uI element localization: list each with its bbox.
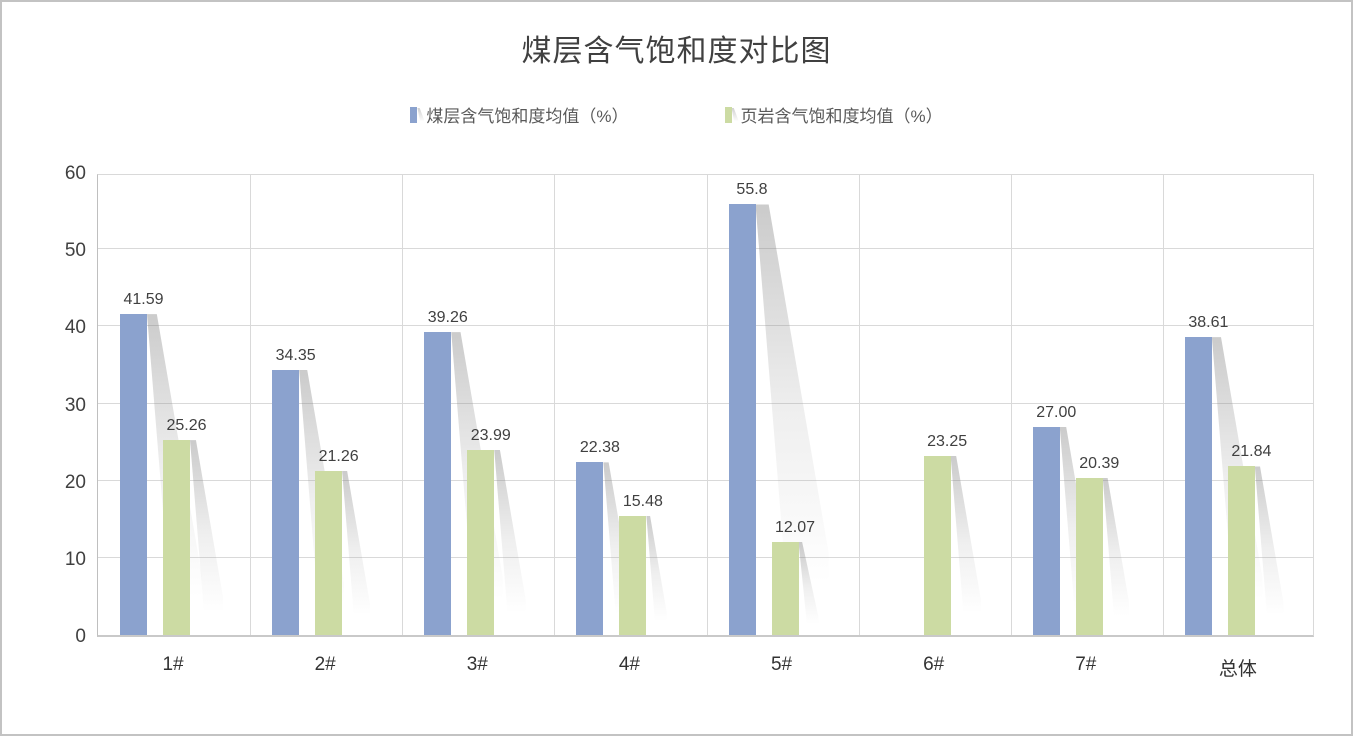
legend: 煤层含气饱和度均值（%） 页岩含气饱和度均值（%） <box>2 102 1351 127</box>
bar-value-label: 38.61 <box>1188 314 1229 332</box>
x-category-label: 2# <box>314 654 336 675</box>
bar-coal-3# <box>424 332 452 635</box>
y-tick-label: 30 <box>64 394 86 416</box>
gridline-vertical <box>707 175 708 635</box>
bar-value-label: 15.48 <box>622 492 663 510</box>
bar-shadow <box>1102 477 1130 617</box>
bar-value-label: 25.26 <box>166 417 207 435</box>
bar-coal-1# <box>120 314 147 635</box>
bar-value-label: 55.8 <box>736 181 768 199</box>
bar-value-label: 21.84 <box>1231 443 1272 461</box>
bar-value-label: 34.35 <box>275 346 316 364</box>
y-tick-label: 10 <box>64 548 86 570</box>
bar-coal-4# <box>576 462 604 635</box>
bar-coal-2# <box>272 369 300 635</box>
bar-shadow <box>342 470 370 616</box>
bar-value-label: 39.26 <box>427 309 468 327</box>
legend-marker-coal-icon <box>410 106 418 123</box>
gridline-vertical <box>554 175 555 635</box>
bar-coal-5# <box>728 204 756 635</box>
gridline-vertical <box>1163 175 1164 635</box>
legend-item-shale[interactable]: 页岩含气饱和度均值（%） <box>724 102 943 127</box>
legend-marker-shale-icon <box>724 106 732 123</box>
bar-shadow <box>646 515 667 621</box>
legend-item-coal[interactable]: 煤层含气饱和度均值（%） <box>410 102 629 127</box>
plot-area: 41.59 34.35 39.26 22.38 55.8 27.00 38.61 25.26 2… <box>97 174 1314 637</box>
bar-value-label: 23.25 <box>927 432 968 450</box>
y-tick-label: 60 <box>64 163 86 184</box>
x-category-label: 1# <box>162 654 184 675</box>
x-category-label: 3# <box>466 654 488 675</box>
bar-shale-2# <box>315 470 343 635</box>
y-tick-label: 50 <box>64 240 86 262</box>
gridline-vertical <box>250 175 251 635</box>
gridline-horizontal <box>98 325 1313 327</box>
bar-shale-4# <box>619 515 647 635</box>
bar-value-label: 27.00 <box>1036 403 1077 421</box>
x-category-label: 4# <box>618 654 641 675</box>
bar-shale-7# <box>1075 477 1103 635</box>
gridline-vertical <box>859 175 860 635</box>
gridline-horizontal <box>98 556 1313 558</box>
y-tick-label: 0 <box>75 626 86 647</box>
bar-coal-7# <box>1032 426 1060 635</box>
legend-label-shale: 页岩含气饱和度均值（%） <box>740 107 943 126</box>
chart-title: 煤层含气饱和度对比图 <box>521 35 832 68</box>
bar-shale-5# <box>771 541 799 635</box>
bar-value-label: 20.39 <box>1079 454 1120 472</box>
bar-shale-6# <box>923 455 951 635</box>
bar-shale-1# <box>163 440 190 635</box>
bar-coal-总体 <box>1184 337 1212 635</box>
gridline-horizontal <box>98 248 1313 250</box>
gridline-horizontal <box>98 402 1313 404</box>
gridline-horizontal <box>98 479 1313 481</box>
gridline-vertical <box>1011 175 1012 635</box>
bar-value-label: 21.26 <box>318 447 359 465</box>
y-tick-label: 40 <box>64 317 86 339</box>
legend-label-coal: 煤层含气饱和度均值（%） <box>426 107 629 126</box>
bar-shale-总体 <box>1227 466 1255 635</box>
y-tick-label: 20 <box>64 471 86 493</box>
x-category-label: 总体 <box>1218 659 1257 680</box>
bar-value-label: 23.99 <box>470 426 511 444</box>
x-category-label: 5# <box>770 654 793 675</box>
x-category-label: 7# <box>1075 654 1097 675</box>
bar-value-label: 22.38 <box>579 439 620 457</box>
bar-value-label: 12.07 <box>774 518 816 536</box>
x-category-label: 6# <box>923 654 945 675</box>
gridline-vertical <box>402 175 403 635</box>
bar-value-label: 41.59 <box>123 291 164 309</box>
bar-shale-3# <box>467 449 495 635</box>
